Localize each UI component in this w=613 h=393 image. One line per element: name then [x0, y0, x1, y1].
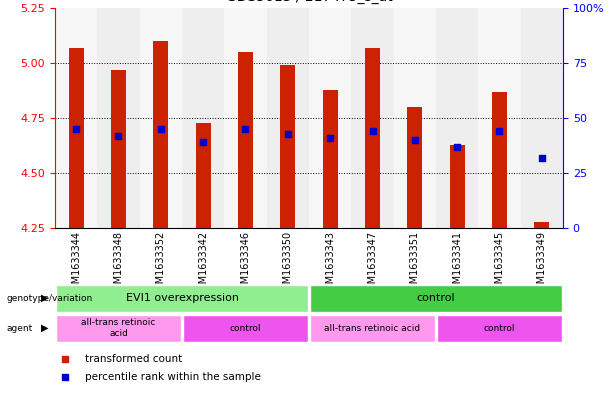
Bar — [111, 70, 126, 228]
Bar — [97, 8, 140, 228]
Text: GSM1633345: GSM1633345 — [495, 231, 504, 296]
Point — [410, 137, 420, 143]
Bar — [351, 8, 394, 228]
Text: agent: agent — [6, 324, 32, 332]
Bar — [56, 285, 308, 312]
Point — [495, 128, 504, 134]
Text: control: control — [417, 293, 455, 303]
Bar — [183, 315, 308, 342]
Text: GSM1633350: GSM1633350 — [283, 231, 293, 296]
Bar — [238, 52, 253, 228]
Point — [283, 130, 293, 137]
Point — [368, 128, 378, 134]
Point — [198, 139, 208, 145]
Bar — [450, 145, 465, 228]
Bar — [153, 41, 168, 228]
Text: EVI1 overexpression: EVI1 overexpression — [126, 293, 238, 303]
Point — [113, 132, 123, 139]
Bar — [520, 8, 563, 228]
Title: GDS5613 / 217475_s_at: GDS5613 / 217475_s_at — [226, 0, 392, 4]
Text: control: control — [230, 324, 261, 332]
Point — [60, 356, 70, 362]
Bar — [323, 90, 338, 228]
Bar — [436, 8, 478, 228]
Point — [326, 135, 335, 141]
Bar — [310, 315, 435, 342]
Bar — [267, 8, 309, 228]
Bar — [55, 8, 97, 228]
Bar — [224, 8, 267, 228]
Text: control: control — [484, 324, 516, 332]
Point — [452, 143, 462, 150]
Text: all-trans retinoic
acid: all-trans retinoic acid — [82, 318, 156, 338]
Bar — [309, 8, 351, 228]
Point — [156, 126, 166, 132]
Bar — [182, 8, 224, 228]
Bar — [478, 8, 520, 228]
Text: GSM1633342: GSM1633342 — [198, 231, 208, 296]
Text: GSM1633349: GSM1633349 — [537, 231, 547, 296]
Bar — [310, 285, 562, 312]
Point — [537, 154, 547, 161]
Bar — [535, 222, 549, 228]
Text: transformed count: transformed count — [85, 354, 183, 364]
Bar — [69, 48, 83, 228]
Text: all-trans retinoic acid: all-trans retinoic acid — [324, 324, 421, 332]
Bar — [492, 92, 507, 228]
Text: GSM1633343: GSM1633343 — [325, 231, 335, 296]
Bar — [408, 107, 422, 228]
Text: ▶: ▶ — [41, 293, 49, 303]
Bar — [56, 315, 181, 342]
Text: GSM1633348: GSM1633348 — [113, 231, 123, 296]
Text: percentile rank within the sample: percentile rank within the sample — [85, 372, 261, 382]
Bar — [437, 315, 562, 342]
Text: GSM1633351: GSM1633351 — [410, 231, 420, 296]
Text: GSM1633347: GSM1633347 — [368, 231, 378, 296]
Text: genotype/variation: genotype/variation — [6, 294, 93, 303]
Text: GSM1633341: GSM1633341 — [452, 231, 462, 296]
Text: ▶: ▶ — [41, 323, 49, 333]
Text: GSM1633352: GSM1633352 — [156, 231, 166, 296]
Bar — [140, 8, 182, 228]
Bar — [394, 8, 436, 228]
Point — [240, 126, 250, 132]
Text: GSM1633344: GSM1633344 — [71, 231, 81, 296]
Bar — [196, 123, 211, 228]
Bar — [280, 65, 295, 228]
Point — [71, 126, 81, 132]
Bar — [365, 48, 380, 228]
Text: GSM1633346: GSM1633346 — [240, 231, 251, 296]
Point — [60, 374, 70, 380]
